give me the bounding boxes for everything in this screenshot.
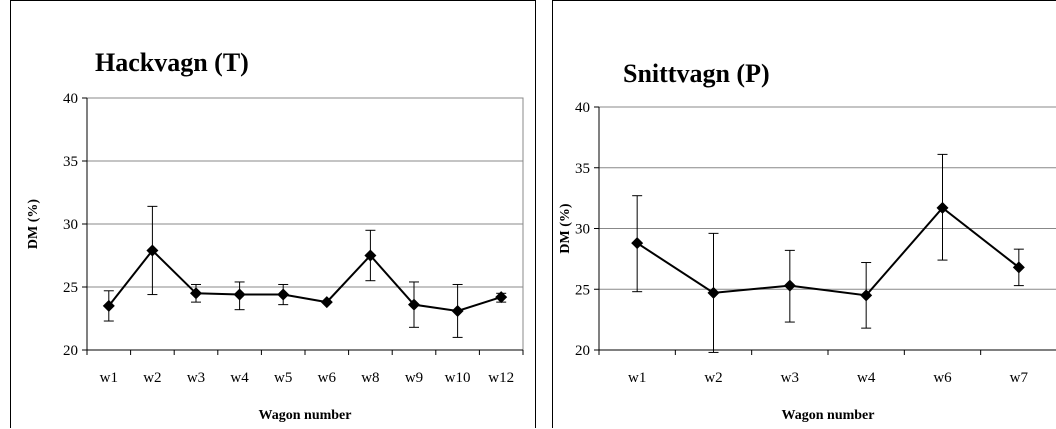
data-point: [320, 296, 333, 309]
x-tick-label: w2: [704, 370, 722, 386]
y-tick-label: 35: [575, 161, 590, 177]
y-tick-label: 30: [575, 222, 590, 238]
x-axis-label: Wagon number: [259, 408, 352, 423]
y-tick-label: 30: [63, 217, 78, 233]
x-tick-label: w3: [187, 370, 205, 386]
data-point: [495, 291, 508, 304]
x-tick-label: w5: [274, 370, 292, 386]
x-tick-label: w1: [628, 370, 646, 386]
x-tick-label: w6: [318, 370, 337, 386]
series-line: [108, 248, 502, 312]
data-point: [707, 286, 720, 299]
y-tick-label: 25: [575, 282, 590, 298]
data-point: [146, 244, 159, 257]
x-tick-label: w6: [933, 370, 952, 386]
data-point: [408, 298, 420, 311]
data-point: [233, 288, 246, 301]
data-point: [102, 299, 115, 312]
chart-panel-hackvagn: Hackvagn (T) 20 25 30 35 40 w1 w2 w3 w4 w5 w6 w8 w9 w1…: [10, 0, 536, 428]
data-point: [277, 288, 290, 301]
chart-title: Snittvagn (P): [623, 59, 770, 88]
y-tick-label: 20: [575, 343, 590, 359]
y-tick-label: 20: [63, 343, 78, 359]
y-axis-label: DM (%): [26, 199, 41, 249]
x-tick-label: w7: [1010, 370, 1029, 386]
y-tick-label: 40: [575, 100, 590, 116]
x-tick-label: w8: [361, 370, 379, 386]
y-tick-label: 25: [63, 280, 78, 296]
x-tick-label: w4: [230, 370, 249, 386]
data-point: [860, 289, 873, 302]
data-point: [936, 201, 949, 214]
x-tick-label: w2: [143, 370, 161, 386]
data-point: [631, 237, 644, 250]
y-tick-label: 35: [63, 154, 78, 170]
data-point: [783, 279, 796, 292]
x-tick-label: w4: [857, 370, 876, 386]
chart-title: Hackvagn (T): [95, 48, 249, 77]
chart-hackvagn: Hackvagn (T) 20 25 30 35 40 w1 w2 w3 w4 w5 w6 w8 w9 w1…: [26, 48, 524, 423]
y-tick-label: 40: [63, 91, 78, 107]
x-tick-label: w10: [445, 370, 471, 386]
data-point: [190, 287, 202, 300]
y-axis-label: DM (%): [558, 203, 573, 253]
chart-snittvagn: Snittvagn (P) 20 25 30 35 40 w1 w2 w3 w4 w6 w7 Wagon…: [558, 59, 1056, 423]
series-line: [636, 206, 1020, 297]
x-axis-label: Wagon number: [782, 408, 875, 423]
x-tick-label: w1: [100, 370, 118, 386]
data-point: [451, 304, 464, 317]
x-tick-label: w9: [405, 370, 423, 386]
data-point: [364, 249, 377, 262]
x-tick-label: w12: [488, 370, 514, 386]
x-tick-label: w3: [781, 370, 799, 386]
data-point: [1012, 261, 1025, 274]
chart-panel-snittvagn: Snittvagn (P) 20 25 30 35 40 w1 w2 w3 w4 w6 w7 Wagon…: [552, 0, 1056, 428]
